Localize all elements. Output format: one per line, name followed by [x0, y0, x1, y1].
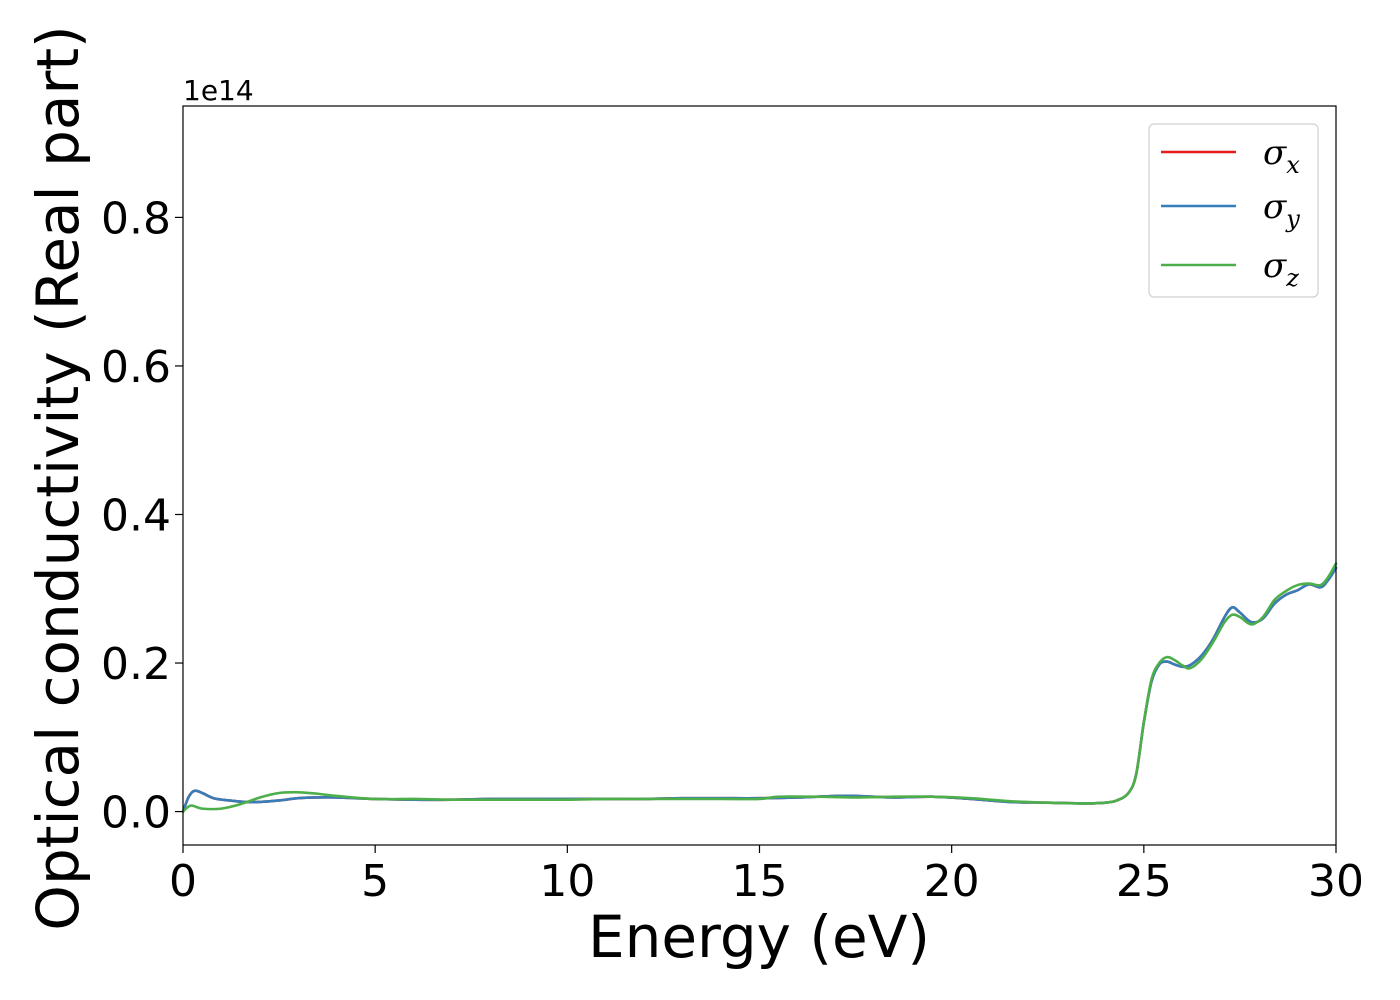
- legend-frame: [1148, 123, 1319, 298]
- y-tick-label: 0.6: [101, 342, 171, 393]
- legend-subscript: z: [1285, 264, 1299, 292]
- legend-symbol: σ: [1263, 246, 1287, 286]
- y-tick-label: 0.0: [101, 788, 171, 839]
- x-axis-title: Energy (eV): [588, 903, 930, 971]
- y-tick-label: 0.4: [101, 490, 171, 541]
- series-line-z: [181, 562, 1338, 813]
- legend-symbol: σ: [1263, 187, 1287, 227]
- legend-label-z: σz: [1263, 246, 1299, 292]
- series-lines: [181, 562, 1338, 813]
- x-tick-label: 30: [1308, 856, 1364, 907]
- x-tick-label: 0: [169, 856, 197, 907]
- y-axis-title: Optical conductivity (Real part): [24, 25, 92, 930]
- legend-subscript: y: [1285, 205, 1300, 233]
- y-axis-ticks: 0.0 0.2 0.4 0.6 0.8: [101, 193, 183, 839]
- y-tick-label: 0.8: [101, 193, 171, 244]
- y-offset-label: 1e14: [183, 74, 254, 107]
- legend-symbol: σ: [1263, 133, 1287, 173]
- x-tick-label: 10: [539, 856, 595, 907]
- legend-label-x: σx: [1263, 133, 1300, 179]
- legend-subscript: x: [1286, 151, 1300, 179]
- x-tick-label: 15: [732, 856, 788, 907]
- x-tick-label: 5: [361, 856, 389, 907]
- x-tick-label: 20: [924, 856, 980, 907]
- x-axis-ticks: 0 5 10 15 20 25 30: [169, 845, 1364, 907]
- x-tick-label: 25: [1116, 856, 1172, 907]
- y-tick-label: 0.2: [101, 639, 171, 690]
- legend-label-y: σy: [1263, 187, 1300, 233]
